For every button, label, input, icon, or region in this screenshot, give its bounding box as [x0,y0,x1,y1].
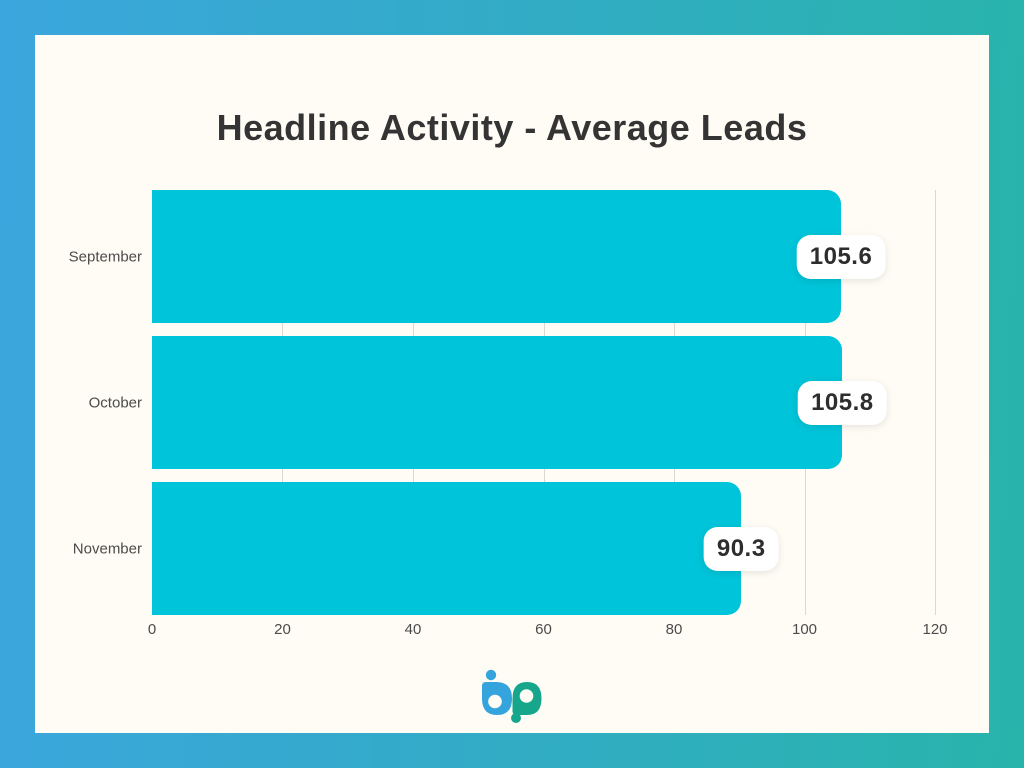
x-tick-label: 80 [665,621,683,638]
category-labels: September October November [45,190,142,615]
plot-area: 105.6 105.8 90.3 [152,190,936,615]
value-badge-november: 90.3 [703,526,779,571]
x-tick-label: 20 [274,621,291,638]
category-label-november: November [72,540,142,557]
x-tick-label: 60 [535,621,552,638]
chart-title: Headline Activity - Average Leads [216,107,808,148]
logo-p-dot [511,713,521,723]
bar-september [152,190,842,323]
x-axis-ticks: 0 20 40 60 80 100 120 [148,621,948,641]
logo-b-hole [488,694,502,709]
chart-card: Headline Activity - Average Leads Septem… [35,35,989,733]
x-tick-label: 40 [404,621,422,638]
x-tick-label: 0 [147,621,157,638]
logo-b-dot [485,669,497,681]
bp-logo-icon [482,669,542,723]
bar-november [152,482,742,615]
category-label-september: September [68,248,142,265]
bar-october [152,336,843,469]
category-label-october: October [88,394,142,411]
gridline [935,190,936,615]
x-tick-label: 120 [922,621,948,638]
x-tick-label: 100 [791,621,818,638]
value-badge-october: 105.8 [798,380,887,425]
logo-p-hole [519,689,534,703]
value-badge-september: 105.6 [796,234,886,279]
